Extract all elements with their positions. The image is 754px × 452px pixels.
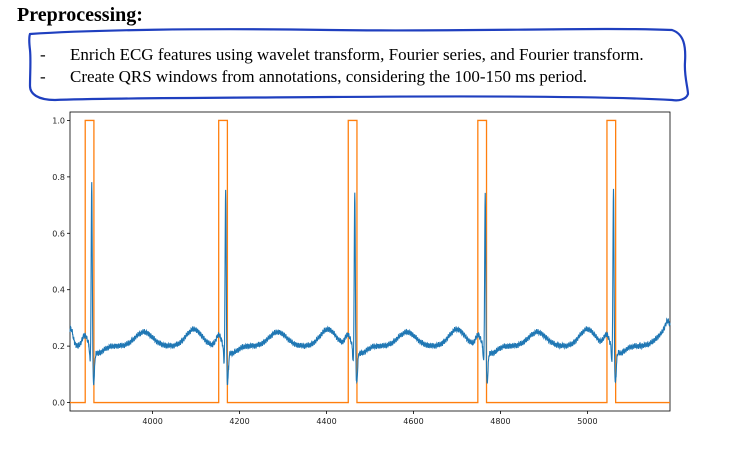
x-tick-label: 4200 [229, 417, 249, 426]
y-tick-label: 0.2 [52, 342, 65, 351]
bullet-marker: - [40, 67, 46, 86]
y-tick-label: 0.6 [52, 229, 65, 238]
x-tick-label: 4400 [316, 417, 336, 426]
slide-title: Preprocessing: [17, 4, 143, 26]
bullet-item: - Create QRS windows from annotations, co… [40, 66, 644, 88]
bullet-text-features: Enrich ECG features using wavelet transf… [70, 45, 644, 64]
bullet-item: - Enrich ECG features using wavelet trans… [40, 44, 644, 66]
y-tick-label: 1.0 [52, 116, 65, 125]
x-tick-label: 4000 [142, 417, 162, 426]
x-tick-label: 5000 [577, 417, 597, 426]
hand-drawn-highlight-box [28, 27, 690, 102]
y-tick-label: 0.4 [52, 286, 65, 295]
x-tick-label: 4800 [490, 417, 510, 426]
bullet-text-qrs: Create QRS windows from annotations, con… [70, 67, 588, 86]
plot-area-frame [69, 111, 671, 412]
series-group [69, 119, 671, 404]
y-tick-label: 0.8 [52, 173, 65, 182]
bullet-list: - Enrich ECG features using wavelet trans… [40, 44, 644, 88]
x-tick-label: 4600 [403, 417, 423, 426]
y-axis: 0.0 0.2 0.4 0.6 0.8 1.0 [52, 116, 70, 408]
ecg-signal-line [69, 182, 671, 386]
y-tick-label: 0.0 [52, 399, 65, 408]
bullet-marker: - [40, 45, 46, 64]
highlight-stroke [28, 27, 690, 102]
qrs-window-line [70, 119, 670, 404]
x-axis: 4000 4200 4400 4600 4800 5000 [142, 411, 598, 426]
